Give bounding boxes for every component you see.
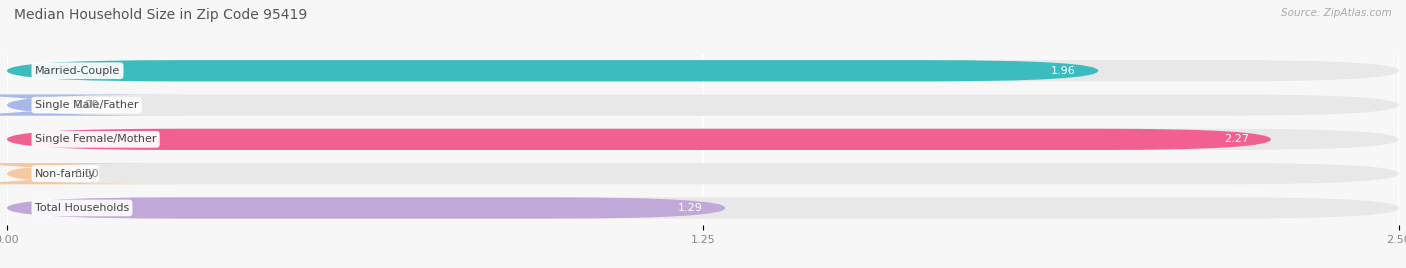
Text: Median Household Size in Zip Code 95419: Median Household Size in Zip Code 95419 [14,8,308,22]
FancyBboxPatch shape [7,197,1399,219]
Text: Married-Couple: Married-Couple [35,66,120,76]
Text: Non-family: Non-family [35,169,96,179]
FancyBboxPatch shape [7,197,725,219]
FancyBboxPatch shape [7,60,1399,81]
FancyBboxPatch shape [0,163,180,184]
Text: 0.00: 0.00 [75,169,98,179]
FancyBboxPatch shape [7,129,1399,150]
FancyBboxPatch shape [0,94,180,116]
Text: 2.27: 2.27 [1223,134,1249,144]
FancyBboxPatch shape [7,129,1271,150]
Text: 1.96: 1.96 [1052,66,1076,76]
Text: Source: ZipAtlas.com: Source: ZipAtlas.com [1281,8,1392,18]
FancyBboxPatch shape [7,94,1399,116]
FancyBboxPatch shape [7,163,1399,184]
Text: Single Male/Father: Single Male/Father [35,100,138,110]
Text: 1.29: 1.29 [678,203,703,213]
FancyBboxPatch shape [7,60,1098,81]
Text: 0.00: 0.00 [75,100,98,110]
Text: Single Female/Mother: Single Female/Mother [35,134,156,144]
Text: Total Households: Total Households [35,203,129,213]
